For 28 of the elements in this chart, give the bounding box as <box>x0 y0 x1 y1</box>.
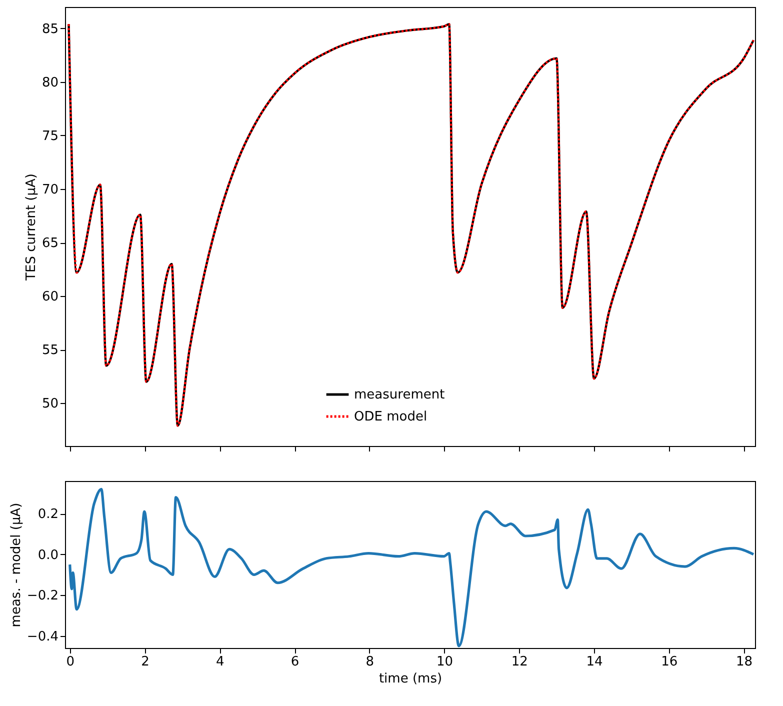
y-tick-label: 75 <box>42 128 58 144</box>
x-tick-label: 0 <box>66 654 75 670</box>
x-tick-label: 10 <box>436 654 454 670</box>
y-tick-label: 55 <box>42 343 58 358</box>
x-tick-label: 4 <box>216 654 224 670</box>
x-tick-label: 18 <box>736 654 753 670</box>
y-tick-label: 80 <box>42 75 58 90</box>
x-tick-label: 6 <box>290 654 300 670</box>
x-tick-label: 14 <box>586 654 603 670</box>
x-tick-label: 8 <box>366 654 374 670</box>
y-tick-label: 70 <box>42 182 58 198</box>
y-axis-title: TES current (μA) <box>24 174 39 282</box>
y-tick-label: 65 <box>42 236 58 252</box>
y-axis-title: meas. - model (μA) <box>8 502 24 628</box>
y-tick-label: 0.2 <box>38 507 58 522</box>
legend-label: ODE model <box>354 410 428 424</box>
y-tick-label: 60 <box>42 290 58 305</box>
x-tick-label: 12 <box>511 654 528 670</box>
line-series <box>68 488 755 648</box>
y-tick-label: 50 <box>42 396 58 412</box>
x-tick-label: 2 <box>141 654 150 670</box>
legend-label: measurement <box>354 388 445 402</box>
x-axis-title: time (ms) <box>378 672 442 686</box>
x-tick-label: 16 <box>661 654 678 670</box>
y-tick-label: 0.0 <box>38 548 58 563</box>
y-tick-label: 85 <box>42 22 58 37</box>
y-tick-label: −0.2 <box>26 588 58 604</box>
y-tick-label: −0.4 <box>26 629 58 644</box>
